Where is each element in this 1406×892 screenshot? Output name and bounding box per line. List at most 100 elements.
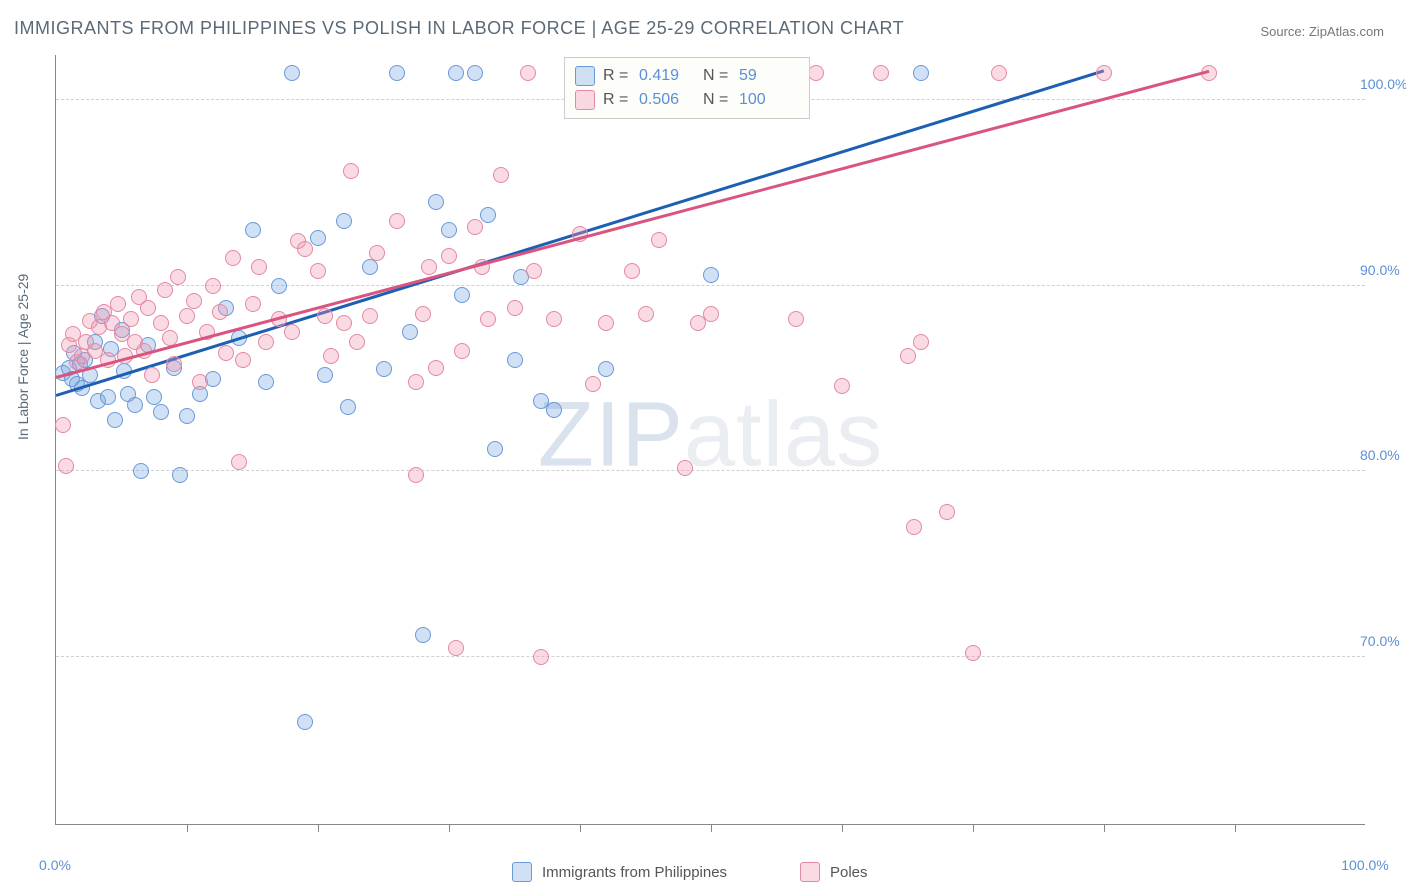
r-label: R = xyxy=(603,91,631,109)
scatter-point xyxy=(340,399,356,415)
legend-label: Poles xyxy=(830,864,868,881)
scatter-point xyxy=(362,308,378,324)
x-tick xyxy=(187,824,188,832)
scatter-point xyxy=(310,263,326,279)
scatter-point xyxy=(317,308,333,324)
legend-swatch-icon xyxy=(512,862,532,882)
scatter-point xyxy=(362,259,378,275)
scatter-point xyxy=(245,222,261,238)
scatter-point xyxy=(100,389,116,405)
scatter-point xyxy=(638,306,654,322)
n-label: N = xyxy=(703,67,731,85)
scatter-point xyxy=(192,374,208,390)
scatter-point xyxy=(146,389,162,405)
scatter-point xyxy=(284,65,300,81)
scatter-point xyxy=(271,278,287,294)
scatter-point xyxy=(788,311,804,327)
scatter-point xyxy=(454,343,470,359)
scatter-point xyxy=(873,65,889,81)
scatter-point xyxy=(900,348,916,364)
gridline-h xyxy=(56,470,1365,471)
scatter-point xyxy=(415,627,431,643)
scatter-point xyxy=(480,207,496,223)
scatter-point xyxy=(235,352,251,368)
scatter-point xyxy=(225,250,241,266)
scatter-point xyxy=(421,259,437,275)
source-label: Source: ZipAtlas.com xyxy=(1260,24,1384,39)
scatter-point xyxy=(133,463,149,479)
scatter-point xyxy=(317,367,333,383)
scatter-point xyxy=(454,287,470,303)
scatter-point xyxy=(448,640,464,656)
scatter-point xyxy=(428,194,444,210)
scatter-point xyxy=(507,352,523,368)
scatter-point xyxy=(179,308,195,324)
scatter-point xyxy=(441,222,457,238)
scatter-point xyxy=(598,361,614,377)
scatter-point xyxy=(991,65,1007,81)
chart-title: IMMIGRANTS FROM PHILIPPINES VS POLISH IN… xyxy=(14,18,904,39)
scatter-point xyxy=(546,402,562,418)
scatter-point xyxy=(906,519,922,535)
scatter-point xyxy=(369,245,385,261)
x-tick xyxy=(842,824,843,832)
scatter-point xyxy=(245,296,261,312)
plot-area: ZIPatlas 70.0%80.0%90.0%100.0% xyxy=(55,55,1365,825)
x-tick xyxy=(580,824,581,832)
n-label: N = xyxy=(703,91,731,109)
scatter-point xyxy=(258,374,274,390)
scatter-point xyxy=(186,293,202,309)
scatter-point xyxy=(480,311,496,327)
scatter-point xyxy=(123,311,139,327)
scatter-point xyxy=(467,65,483,81)
legend-row: R =0.506N =100 xyxy=(575,88,795,112)
scatter-point xyxy=(808,65,824,81)
n-value: 59 xyxy=(739,67,795,85)
x-tick xyxy=(973,824,974,832)
scatter-point xyxy=(487,441,503,457)
legend-correlation-box: R = 0.419 N = 59 R =0.506N =100 xyxy=(564,57,810,119)
scatter-point xyxy=(140,300,156,316)
scatter-point xyxy=(218,345,234,361)
x-tick xyxy=(318,824,319,832)
scatter-point xyxy=(55,417,71,433)
x-tick-label: 0.0% xyxy=(39,857,71,873)
x-tick xyxy=(1104,824,1105,832)
scatter-point xyxy=(58,458,74,474)
scatter-point xyxy=(585,376,601,392)
scatter-point xyxy=(507,300,523,316)
legend-series-2: Poles xyxy=(800,862,868,882)
scatter-point xyxy=(703,306,719,322)
gridline-h xyxy=(56,656,1365,657)
scatter-point xyxy=(533,649,549,665)
scatter-point xyxy=(110,296,126,312)
scatter-point xyxy=(624,263,640,279)
scatter-point xyxy=(428,360,444,376)
scatter-point xyxy=(336,213,352,229)
x-tick xyxy=(1235,824,1236,832)
scatter-point xyxy=(834,378,850,394)
scatter-point xyxy=(703,267,719,283)
x-tick-label: 100.0% xyxy=(1341,857,1388,873)
legend-row: R =0.419N =59 xyxy=(575,64,795,88)
gridline-h xyxy=(56,285,1365,286)
scatter-point xyxy=(389,213,405,229)
scatter-point xyxy=(408,467,424,483)
scatter-point xyxy=(408,374,424,390)
r-value: 0.419 xyxy=(639,67,695,85)
y-tick-label: 70.0% xyxy=(1360,633,1406,649)
scatter-point xyxy=(297,714,313,730)
scatter-point xyxy=(212,304,228,320)
scatter-point xyxy=(144,367,160,383)
scatter-point xyxy=(153,404,169,420)
x-tick xyxy=(711,824,712,832)
y-tick-label: 80.0% xyxy=(1360,447,1406,463)
scatter-point xyxy=(493,167,509,183)
scatter-point xyxy=(349,334,365,350)
scatter-point xyxy=(913,334,929,350)
scatter-point xyxy=(939,504,955,520)
scatter-point xyxy=(402,324,418,340)
scatter-point xyxy=(598,315,614,331)
scatter-point xyxy=(284,324,300,340)
scatter-point xyxy=(157,282,173,298)
